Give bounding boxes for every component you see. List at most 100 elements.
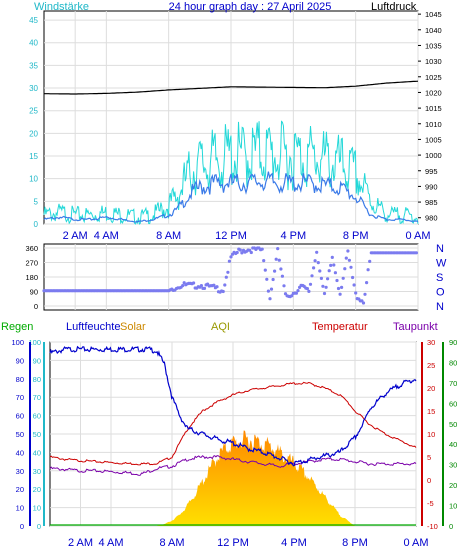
rain-tick-label: 100	[28, 338, 41, 347]
direction-point	[332, 263, 336, 267]
direction-point	[294, 291, 298, 295]
direction-point	[290, 294, 294, 298]
pressure-tick-label: 1030	[425, 57, 442, 66]
legend-taupunkt: Taupunkt	[393, 321, 438, 333]
wind-tick-label: 20	[29, 129, 38, 138]
x-tick-label: 8 AM	[156, 230, 181, 242]
direction-point	[215, 285, 219, 289]
direction-point	[324, 285, 328, 289]
direction-point	[282, 284, 286, 288]
solar-tick-label: 50	[449, 420, 457, 429]
humidity-tick-label: 10	[16, 504, 24, 513]
direction-point	[192, 281, 196, 285]
direction-point	[310, 274, 314, 278]
dewpoint-line	[49, 455, 417, 476]
pressure-tick-label: 1045	[425, 10, 442, 19]
direction-point	[327, 269, 331, 273]
direction-point	[262, 259, 266, 263]
humidity-tick-label: 100	[11, 338, 24, 347]
rain-tick-label: 70	[33, 393, 41, 402]
direction-point	[271, 277, 275, 282]
temperature-tick-label: 30	[427, 338, 435, 347]
x-tick-label: 0 AM	[405, 230, 430, 242]
direction-point	[305, 287, 309, 291]
rain-tick-label: 90	[33, 356, 41, 365]
temperature-tick-label: 0	[427, 476, 431, 485]
direction-point	[349, 265, 353, 269]
pressure-tick-label: 1015	[425, 104, 442, 113]
x-tick-label: 8 AM	[159, 537, 184, 549]
temperature-tick-label: 15	[427, 407, 435, 416]
direction-point	[277, 258, 281, 262]
humidity-tick-label: 40	[16, 448, 24, 457]
direction-point	[280, 274, 284, 278]
direction-point	[326, 277, 330, 281]
direction-point	[352, 283, 356, 287]
direction-point	[340, 285, 344, 289]
x-tick-label: 2 AM	[68, 537, 93, 549]
direction-point	[266, 289, 270, 293]
x-tick-label: 12 PM	[217, 537, 249, 549]
direction-point	[368, 259, 372, 263]
solar-tick-label: 80	[449, 358, 457, 367]
solar-tick-label: 0	[449, 522, 453, 531]
direction-point	[341, 276, 345, 280]
legend-aqi: AQI	[211, 321, 230, 333]
direction-point	[354, 291, 358, 295]
direction-point	[315, 250, 319, 254]
direction-point	[248, 248, 252, 252]
direction-point	[199, 284, 203, 288]
direction-point	[335, 278, 339, 283]
direction-point	[268, 297, 272, 301]
humidity-tick-label: 70	[16, 393, 24, 402]
direction-point	[276, 247, 280, 251]
temperature-tick-label: -5	[427, 499, 434, 508]
rain-tick-label: 20	[33, 485, 41, 494]
direction-point	[316, 261, 320, 265]
solar-tick-label: 70	[449, 379, 457, 388]
humidity-line	[49, 345, 417, 467]
rain-tick-label: 30	[33, 467, 41, 476]
direction-point	[229, 255, 233, 259]
pressure-line	[44, 80, 419, 95]
pressure-tick-label: 1040	[425, 26, 442, 35]
direction-point	[308, 282, 313, 286]
solar-tick-label: 20	[449, 481, 457, 490]
direction-point	[361, 301, 366, 305]
legend-regen: Regen	[1, 321, 33, 333]
rain-tick-label: 10	[33, 504, 41, 513]
pressure-tick-label: 1025	[425, 73, 442, 82]
direction-point	[313, 259, 317, 263]
chart-title: 24 hour graph day : 27 April 2025	[169, 1, 332, 13]
rain-tick-label: 0	[37, 522, 41, 531]
direction-point	[336, 286, 341, 291]
temperature-tick-label: 25	[427, 361, 435, 370]
direction-point	[329, 263, 333, 267]
temperature-tick-label: 10	[427, 430, 435, 439]
direction-point	[269, 287, 274, 291]
direction-point	[365, 281, 369, 285]
compass-letter: W	[436, 258, 447, 270]
wind-tick-label: 45	[29, 16, 38, 25]
direction-point	[330, 255, 334, 259]
pressure-tick-label: 990	[425, 182, 438, 191]
legend-temperatur: Temperatur	[312, 321, 368, 333]
direction-point	[322, 291, 327, 296]
temperature-tick-label: 5	[427, 453, 431, 462]
wind-tick-label: 0	[34, 220, 39, 229]
humidity-tick-label: 90	[16, 356, 24, 365]
x-tick-label: 4 PM	[281, 537, 307, 549]
solar-tick-label: 60	[449, 399, 457, 408]
direction-point	[274, 257, 278, 261]
direction-point	[221, 289, 225, 294]
direction-point	[343, 267, 347, 271]
solar-tick-label: 40	[449, 440, 457, 449]
pressure-tick-label: 1035	[425, 41, 442, 50]
wind-speed-line	[43, 171, 419, 223]
direction-tick-label: 360	[25, 244, 38, 253]
direction-tick-label: 0	[34, 302, 38, 311]
solar-tick-label: 30	[449, 461, 457, 470]
x-tick-label: 4 PM	[280, 230, 306, 242]
pressure-tick-label: 980	[425, 214, 438, 223]
